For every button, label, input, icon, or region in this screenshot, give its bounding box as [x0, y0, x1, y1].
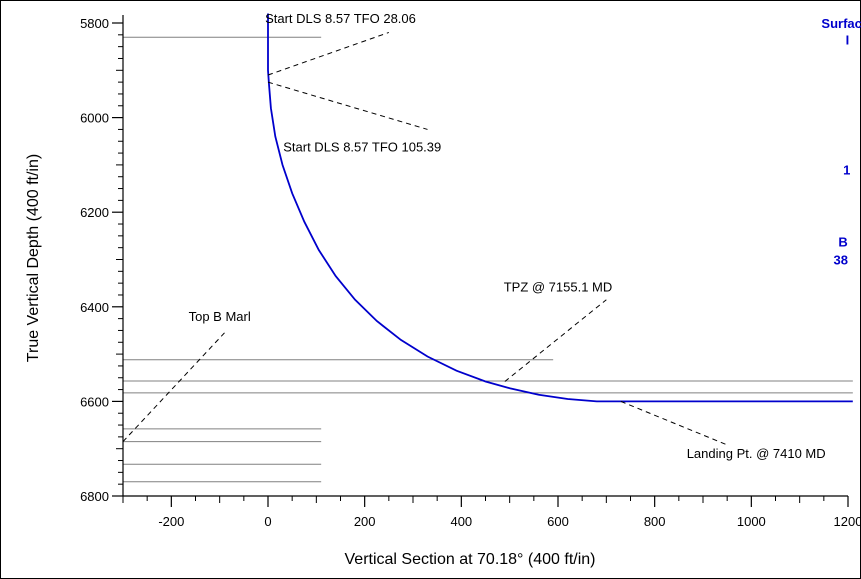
y-tick-label-6000: 6000 [80, 111, 109, 126]
y-axis-title: True Vertical Depth (400 ft/in) [25, 154, 42, 362]
clipped-label-3: B [838, 235, 847, 250]
annotation-leader-3 [122, 332, 225, 442]
annotation-label-3: Top B Marl [189, 309, 251, 324]
clipped-label-1: I [846, 33, 850, 48]
x-tick-label--200: -200 [158, 514, 184, 529]
y-tick-label-6600: 6600 [80, 394, 109, 409]
annotation-label-1: Start DLS 8.57 TFO 105.39 [283, 140, 441, 155]
annotations: Start DLS 8.57 TFO 28.06 Start DLS 8.57 T… [122, 11, 826, 461]
clipped-label-2: 1 [843, 163, 850, 178]
annotation-label-4: Landing Pt. @ 7410 MD [687, 446, 826, 461]
axes: 5800 6000 6200 6400 6600 6800 -200 0 200 400 600 80… [80, 15, 861, 529]
x-axis-title: Vertical Section at 70.18° (400 ft/in) [345, 551, 596, 568]
annotation-label-2: TPZ @ 7155.1 MD [504, 280, 613, 295]
annotation-leader-4 [620, 400, 728, 446]
x-tick-label-400: 400 [450, 514, 472, 529]
clipped-label-0: Surface [821, 16, 861, 31]
y-tick-label-6800: 6800 [80, 489, 109, 504]
well-path-line-0 [267, 13, 853, 403]
x-tick-label-0: 0 [264, 514, 271, 529]
x-tick-label-1000: 1000 [737, 514, 766, 529]
series-layer [267, 13, 853, 403]
annotation-leader-2 [504, 299, 607, 382]
clipped-right-labels: Surface I 1 B 38 [821, 16, 861, 268]
y-tick-label-5800: 5800 [80, 16, 109, 31]
x-tick-label-600: 600 [547, 514, 569, 529]
y-tick-label-6400: 6400 [80, 300, 109, 315]
x-tick-label-800: 800 [644, 514, 666, 529]
formation-lines [123, 36, 853, 483]
annotation-leader-0 [267, 31, 389, 76]
annotation-label-0: Start DLS 8.57 TFO 28.06 [265, 11, 416, 26]
x-tick-label-1200: 1200 [834, 514, 861, 529]
y-tick-label-6200: 6200 [80, 205, 109, 220]
clipped-label-4: 38 [834, 253, 848, 268]
x-tick-label-200: 200 [354, 514, 376, 529]
annotation-leader-1 [267, 81, 428, 130]
